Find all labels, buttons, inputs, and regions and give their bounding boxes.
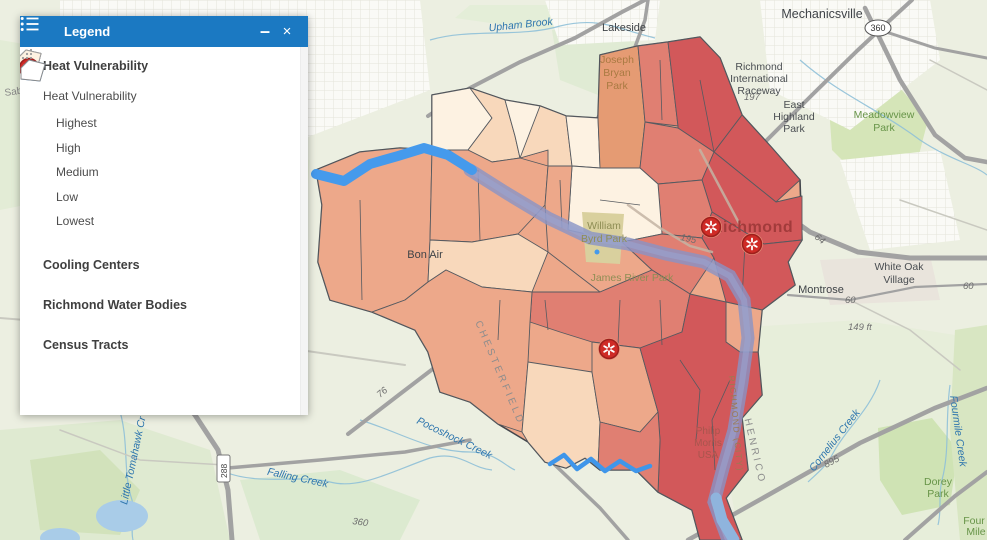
label-east-highland-1: East: [783, 99, 804, 111]
label-philip-morris-2: Morris: [694, 438, 722, 449]
census-tracts-legend-swatch: [20, 59, 46, 82]
label-philip-morris-3: USA: [698, 450, 719, 461]
label-bryan-park-1: Joseph: [600, 54, 634, 66]
label-montrose: Montrose: [798, 284, 844, 296]
legend-list-icon[interactable]: [20, 17, 50, 40]
route-shield-360: 360: [870, 23, 885, 33]
legend-item-low: Low: [20, 49, 285, 210]
road-label-195: 195: [679, 232, 697, 246]
road-label-60b: 60: [963, 281, 974, 292]
label-east-highland-3: Park: [783, 123, 805, 135]
cooling-centers-layer[interactable]: [598, 216, 763, 360]
heat-vulnerability-layer[interactable]: [315, 36, 803, 540]
label-richmond: Richmond: [711, 219, 793, 236]
legend-panel-header[interactable]: Legend – ×: [20, 16, 308, 47]
label-dorey-park-1: Dorey: [924, 476, 953, 488]
city-roads: [626, 148, 742, 254]
heat-vulnerability-classes: Highest High Medium Low Lowest: [20, 49, 285, 234]
legend-item-lowest: Lowest: [20, 49, 285, 234]
label-byrd-park-2: Byrd Park: [581, 233, 628, 245]
legend-label-low: Low: [56, 189, 79, 204]
label-bryan-park-2: Bryan: [603, 67, 631, 79]
label-raceway-3: Raceway: [737, 85, 781, 97]
legend-panel-body[interactable]: Heat Vulnerability Heat Vulnerability Hi…: [20, 47, 308, 415]
label-raceway-2: International: [730, 73, 788, 85]
minimize-button[interactable]: –: [259, 21, 270, 41]
cooling-center-marker[interactable]: [741, 233, 763, 255]
label-four-mile-1: Four: [963, 515, 985, 527]
water-bodies-layer[interactable]: [311, 143, 653, 474]
legend-item-high: High: [20, 49, 285, 161]
label-east-highland-2: Highland: [773, 111, 815, 123]
label-meadowview-2: Park: [873, 122, 895, 134]
legend-label-highest: Highest: [56, 116, 97, 131]
label-white-oak-1: White Oak: [874, 261, 924, 273]
panel-resize-handle[interactable]: [20, 47, 33, 60]
route-shields: 360 288: [216, 19, 892, 483]
cooling-center-marker[interactable]: [598, 338, 620, 360]
label-dorey-park-2: Park: [927, 488, 949, 500]
route-shield-288: 288: [219, 464, 229, 478]
layer-title-cooling-centers: Cooling Centers: [43, 257, 140, 272]
basemap-ponds: [40, 500, 148, 540]
james-river: [463, 163, 755, 540]
road-label-197: 197: [744, 92, 761, 103]
label-bon-air: Bon Air: [407, 249, 443, 261]
label-lakeside: Lakeside: [602, 22, 646, 34]
layer-title-water-bodies: Richmond Water Bodies: [43, 297, 187, 312]
legend-scrollbar[interactable]: [300, 47, 308, 415]
legend-label-medium: Medium: [56, 165, 99, 180]
label-philip-morris-1: Philip: [696, 426, 721, 437]
layer-title-heat-vulnerability: Heat Vulnerability: [43, 59, 149, 73]
legend-panel: Legend – × Heat Vulnerability Heat Vulne…: [20, 16, 308, 415]
tract-lines: [359, 59, 746, 471]
legend-label-lowest: Lowest: [56, 214, 95, 229]
sublayer-heat-vulnerability: Heat Vulnerability: [43, 89, 137, 103]
layer-title-census-tracts: Census Tracts: [43, 337, 129, 352]
label-bryan-park-3: Park: [606, 80, 628, 92]
label-four-mile-2: Mile: [966, 526, 985, 538]
label-elevation: 149 ft: [848, 322, 872, 333]
close-button[interactable]: ×: [282, 23, 292, 40]
road-label-60a: 60: [845, 295, 856, 306]
legend-item-medium: Medium: [20, 49, 285, 185]
legend-label-high: High: [56, 140, 81, 155]
label-byrd-park-1: William: [587, 220, 621, 232]
cooling-center-marker[interactable]: [700, 216, 722, 238]
label-meadowview-1: Meadowview: [854, 109, 915, 121]
road-label-360sw: 360: [352, 516, 370, 529]
label-james-river-park: James River Park: [591, 272, 675, 284]
label-mechanicsville: Mechanicsville: [781, 7, 862, 21]
label-white-oak-2: Village: [883, 274, 914, 286]
legend-item-highest: Highest: [20, 49, 285, 136]
legend-panel-title: Legend: [64, 24, 111, 39]
label-raceway-1: Richmond: [735, 61, 782, 73]
label-sab: Sab: [4, 86, 24, 99]
